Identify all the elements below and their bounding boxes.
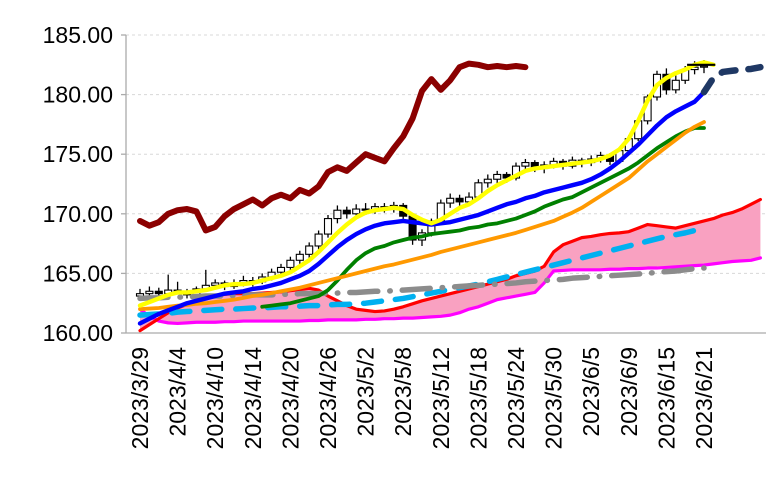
candle-body <box>211 282 220 286</box>
candle-body <box>483 178 492 184</box>
x-tick-label: 2023/4/10 <box>202 347 228 449</box>
candle-body <box>323 218 333 235</box>
over-series <box>137 60 764 326</box>
axes <box>121 34 766 334</box>
candle-body <box>276 266 286 273</box>
cloud-fill <box>140 199 761 331</box>
x-tick-label: 2023/4/14 <box>240 347 266 450</box>
x-tick-label: 2023/5/18 <box>465 347 491 449</box>
comparison-darkred-line <box>137 60 529 234</box>
candle-body <box>305 245 314 255</box>
candle-body <box>521 161 530 167</box>
ma-yellow-line <box>137 60 716 308</box>
x-tick-label: 2023/4/20 <box>277 347 303 449</box>
y-tick-label: 165.00 <box>43 260 113 286</box>
y-axis-labels: 160.00 165.00 170.00 175.00 180.00 185.00 <box>43 22 113 346</box>
x-tick-label: 2023/5/12 <box>428 347 454 449</box>
candle-body <box>295 253 304 261</box>
y-tick-label: 175.00 <box>43 141 113 167</box>
ma-blue-line <box>137 90 707 326</box>
candle-body <box>333 209 342 220</box>
forecast-navy-dashed-line <box>700 63 764 96</box>
cloud <box>140 199 761 331</box>
ma-orange-line <box>138 120 706 312</box>
ma-green-line <box>260 126 706 309</box>
x-tick-label: 2023/4/4 <box>165 347 191 437</box>
x-tick-label: 2023/6/9 <box>616 347 642 437</box>
candle-body <box>455 197 464 203</box>
candle-body <box>154 290 163 295</box>
y-tick-label: 180.00 <box>43 82 113 108</box>
candle-body <box>671 79 680 91</box>
x-tick-label: 2023/5/24 <box>503 347 529 450</box>
x-axis-labels: 2023/3/29 2023/4/4 2023/4/10 2023/4/14 2023/… <box>127 347 717 450</box>
candle-body <box>699 65 709 68</box>
y-tick-label: 160.00 <box>43 320 113 346</box>
candle-body <box>314 233 323 247</box>
x-tick-label: 2023/5/8 <box>390 347 416 437</box>
x-tick-label: 2023/6/21 <box>691 347 717 449</box>
trend-cyan-dashed-line <box>137 227 698 318</box>
candle-body <box>145 290 154 295</box>
x-tick-label: 2023/3/29 <box>127 347 153 449</box>
x-tick-label: 2023/6/5 <box>578 347 604 437</box>
candle-body <box>446 197 455 204</box>
x-tick-label: 2023/5/30 <box>541 347 567 449</box>
x-tick-label: 2023/6/15 <box>653 347 679 449</box>
x-tick-label: 2023/4/26 <box>315 347 341 449</box>
candle-body <box>286 259 295 268</box>
candle-body <box>352 208 361 215</box>
y-tick-label: 170.00 <box>43 201 113 227</box>
baseline-gray-dashdot-line <box>137 265 707 302</box>
candle-body <box>342 209 351 215</box>
x-tick-label: 2023/5/2 <box>353 347 379 437</box>
candle-body <box>493 173 502 180</box>
y-tick-label: 185.00 <box>43 22 113 48</box>
senkou-span-magenta-line <box>138 256 763 326</box>
